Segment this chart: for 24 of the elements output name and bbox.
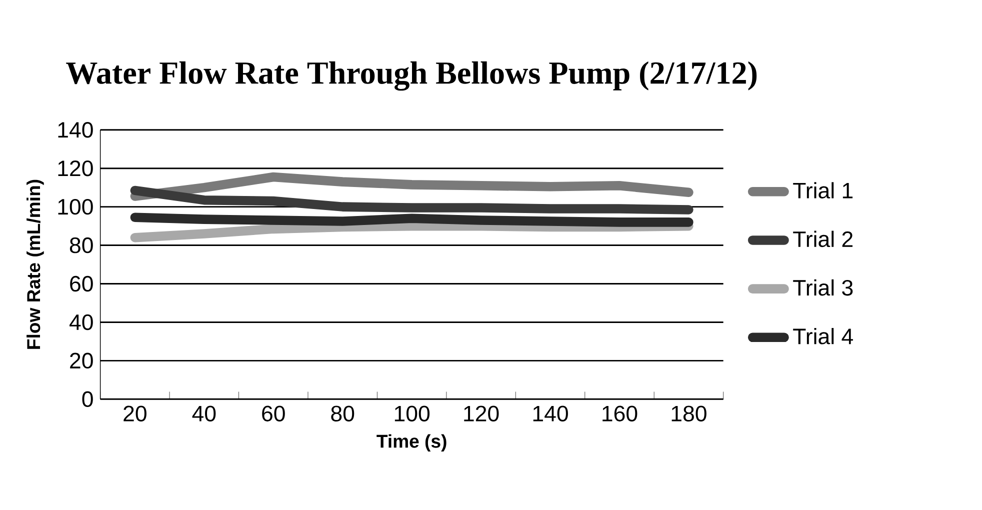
legend-label: Trial 3 — [793, 279, 853, 296]
legend-label: Trial 4 — [793, 328, 853, 344]
x-axis-title: Time (s) — [376, 434, 446, 452]
x-tick-label: 20 — [124, 406, 146, 422]
legend-label: Trial 1 — [793, 182, 853, 198]
x-tick-label: 60 — [262, 406, 285, 422]
x-tick-label: 80 — [331, 406, 354, 422]
x-tick-label: 40 — [192, 406, 216, 422]
x-tick-label: 100 — [394, 406, 430, 422]
y-tick-label: 100 — [58, 198, 93, 215]
y-tick-label: 60 — [70, 276, 93, 292]
y-tick-label: 0 — [82, 391, 93, 408]
y-tick-label: 120 — [58, 160, 93, 176]
y-tick-label: 140 — [58, 122, 93, 138]
chart-title: Water Flow Rate Through Bellows Pump (2/17/12) — [66, 61, 757, 91]
x-tick-label: 140 — [533, 406, 568, 422]
y-tick-label: 40 — [70, 314, 93, 330]
y-axis-title: Flow Rate (mL/min) — [26, 180, 44, 349]
y-tick-label: 80 — [70, 237, 93, 254]
y-tick-label: 20 — [70, 352, 93, 369]
x-tick-label: 160 — [602, 406, 638, 422]
x-tick-label: 120 — [464, 406, 499, 422]
x-tick-label: 180 — [672, 406, 706, 422]
legend-label: Trial 2 — [793, 230, 852, 248]
